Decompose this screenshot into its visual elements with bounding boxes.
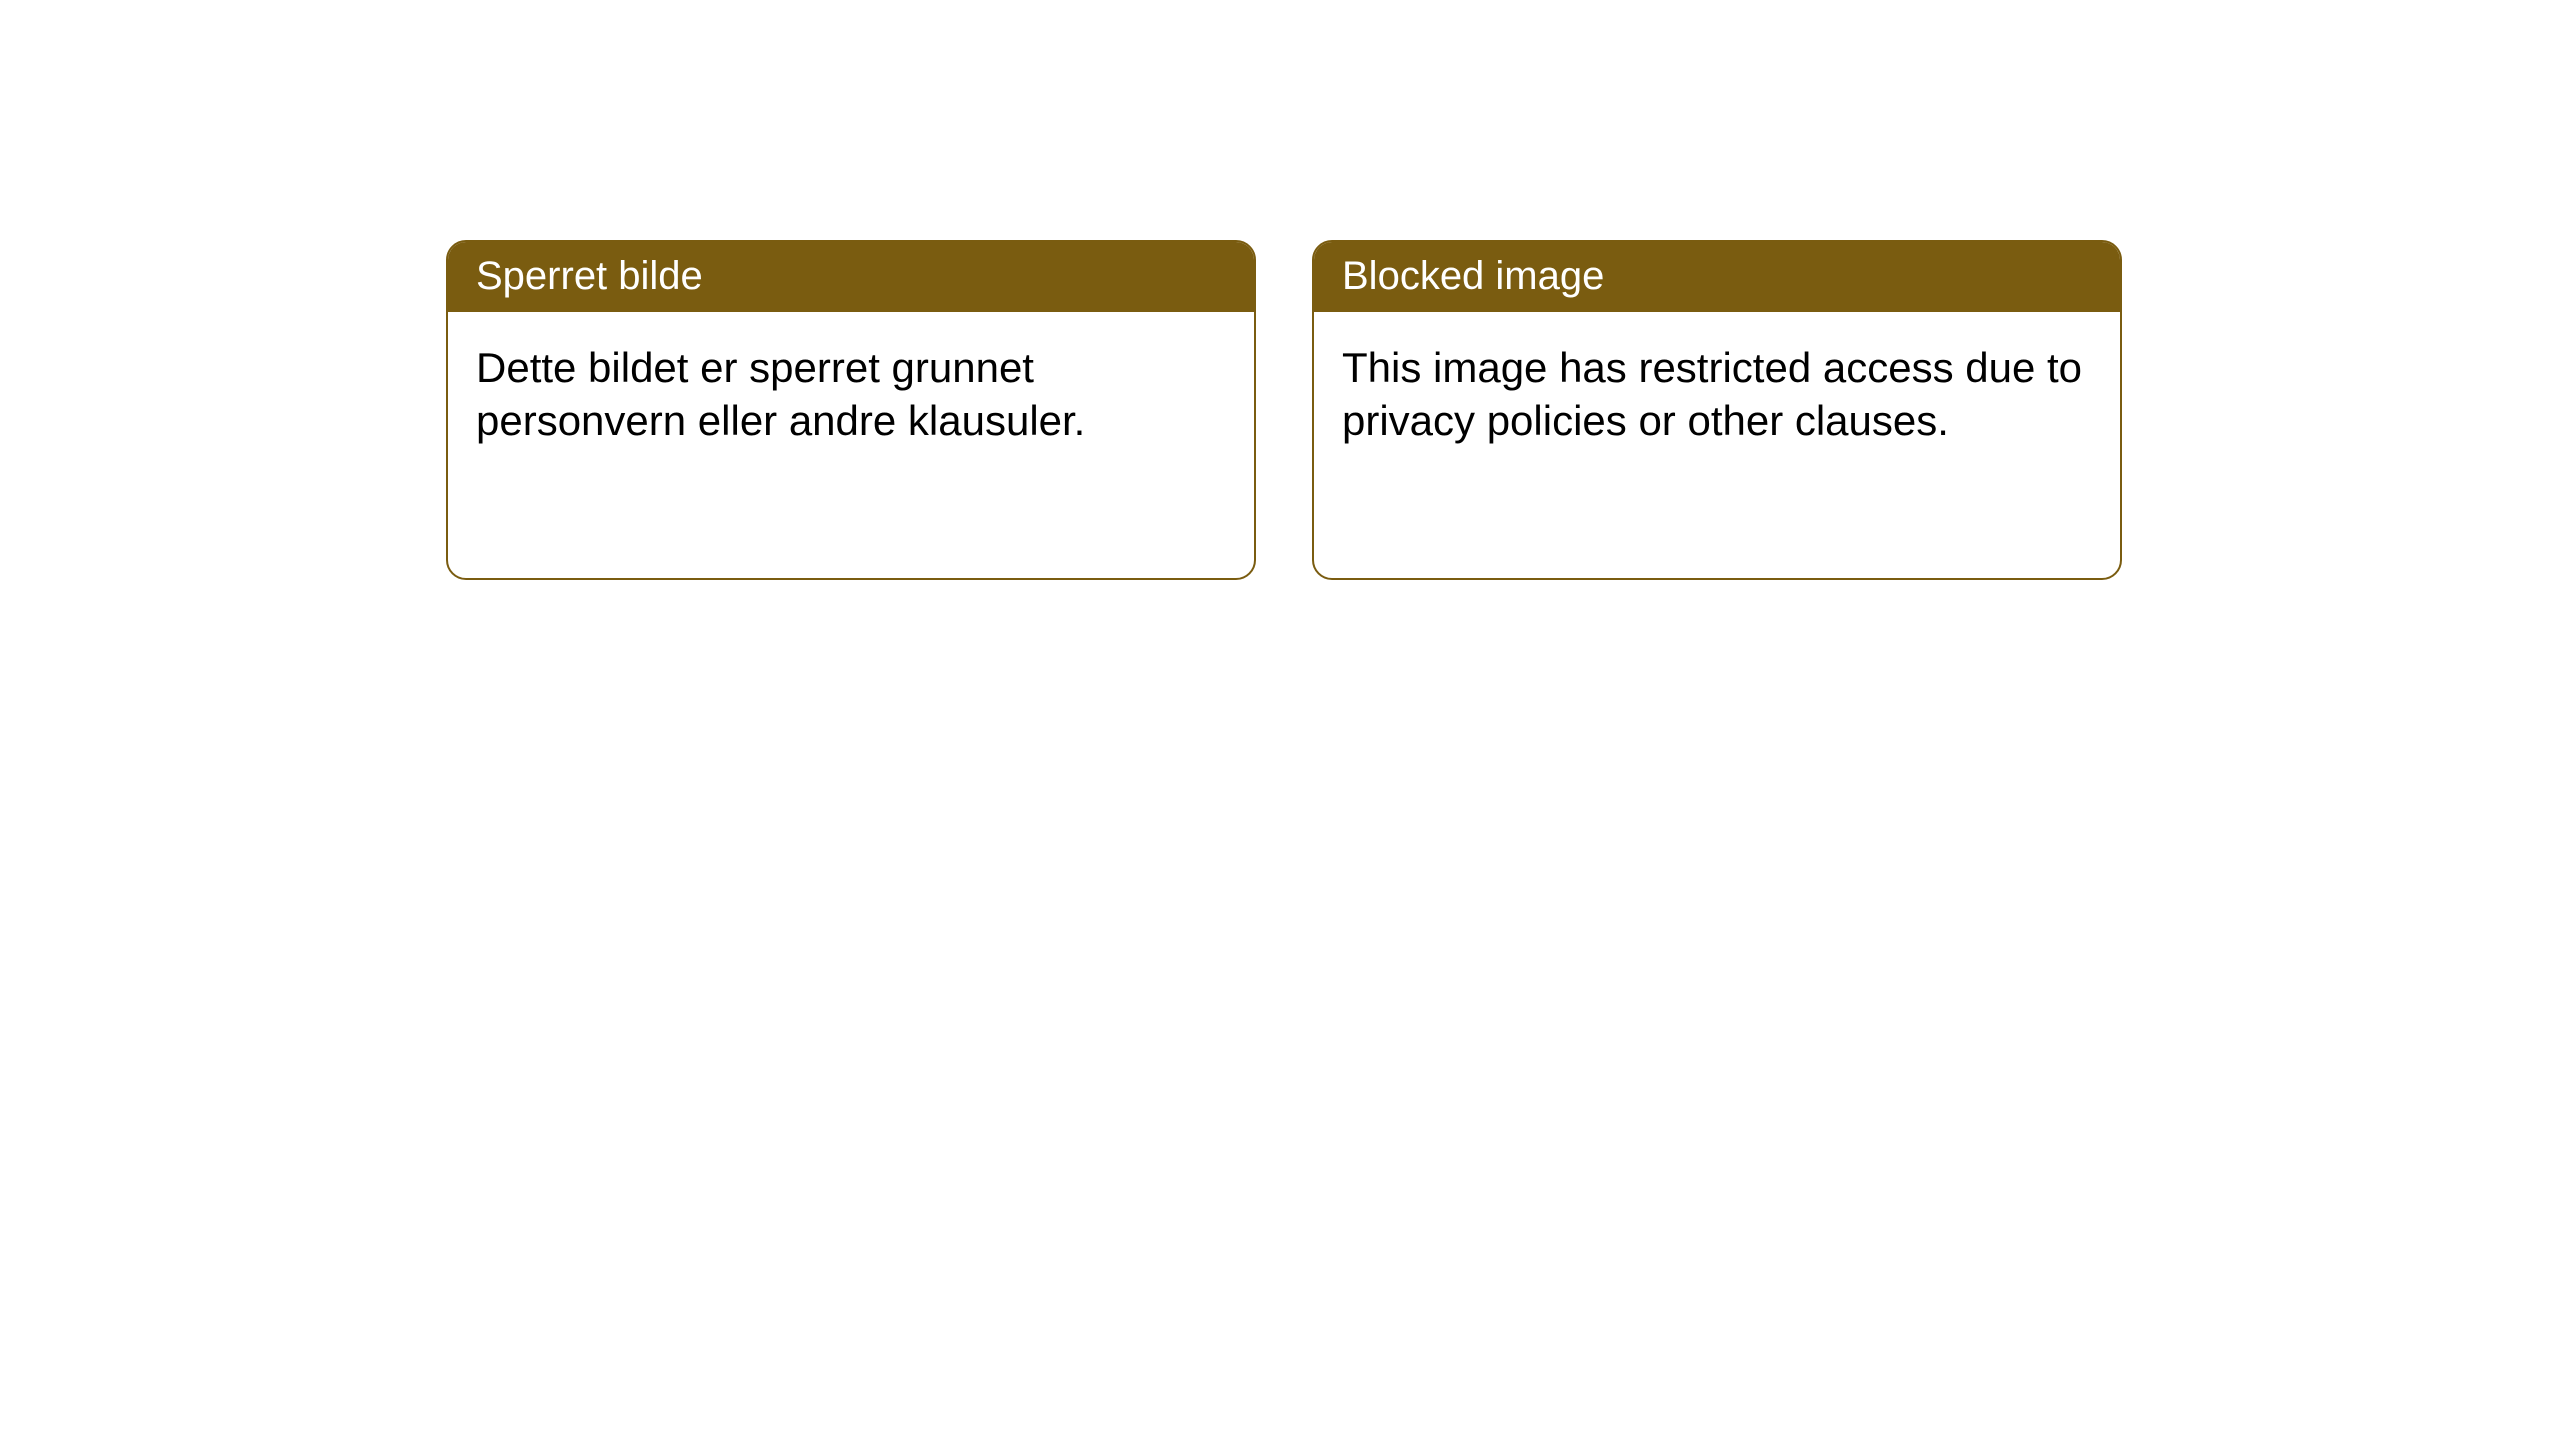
notice-header-en: Blocked image <box>1314 242 2120 312</box>
blocked-notice-english: Blocked image This image has restricted … <box>1312 240 2122 580</box>
notice-header-no: Sperret bilde <box>448 242 1254 312</box>
notice-body-no: Dette bildet er sperret grunnet personve… <box>448 312 1254 477</box>
notice-body-en: This image has restricted access due to … <box>1314 312 2120 477</box>
blocked-notice-norwegian: Sperret bilde Dette bildet er sperret gr… <box>446 240 1256 580</box>
blocked-image-notices: Sperret bilde Dette bildet er sperret gr… <box>446 240 2122 580</box>
